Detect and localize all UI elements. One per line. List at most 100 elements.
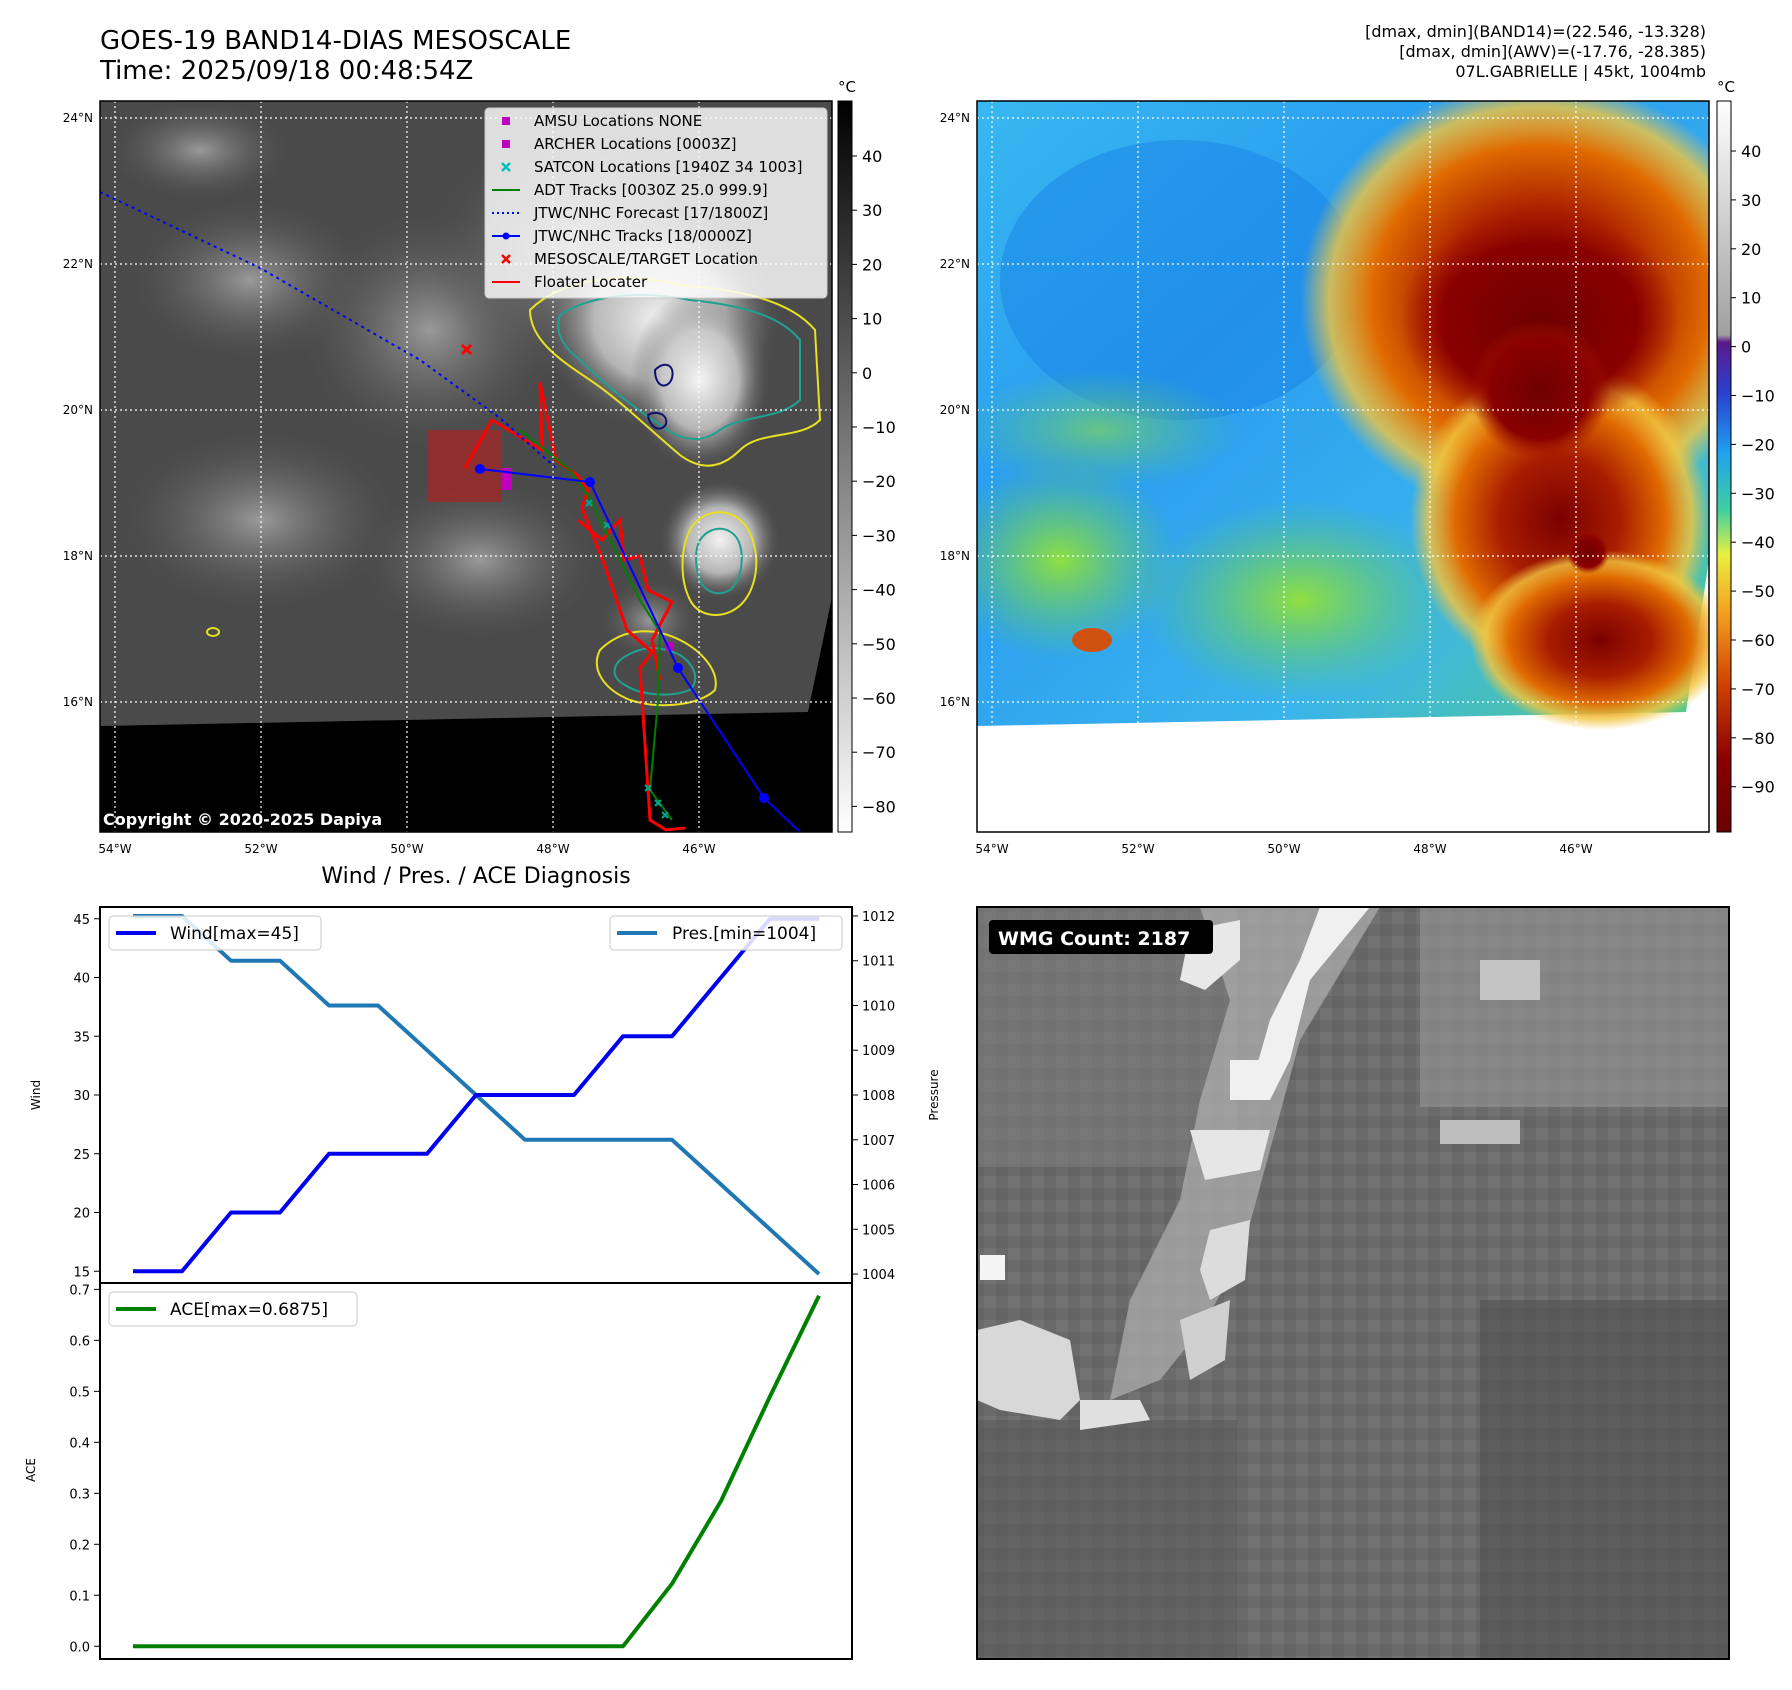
- ace-axis-tick: 0.5: [69, 1385, 90, 1400]
- ir-lat-label: 16°N: [63, 695, 93, 709]
- awv-colorbar-tick: −90: [1741, 778, 1775, 797]
- ir-lat-label: 18°N: [63, 549, 93, 563]
- ir-lat-label: 24°N: [63, 111, 93, 125]
- ir-legend-label: SATCON Locations [1940Z 34 1003]: [534, 158, 802, 176]
- ir-lat-labels: 24°N 22°N 20°N 18°N 16°N: [63, 111, 93, 709]
- diagnosis-title: Wind / Pres. / ACE Diagnosis: [321, 864, 631, 889]
- ace-axis-tick: 0.4: [69, 1436, 90, 1451]
- ace-axis-tick: 0.2: [69, 1538, 90, 1553]
- ir-colorbar-tick: 10: [862, 310, 882, 329]
- ir-legend-entry: JTWC/NHC Forecast [17/1800Z]: [492, 204, 768, 222]
- awv-lat-labels: 24°N 22°N 20°N 18°N 16°N: [940, 111, 970, 709]
- wmg-brightness-field: [977, 907, 1729, 1659]
- awv-lat-label: 22°N: [940, 257, 970, 271]
- ace-series-line: [133, 1294, 821, 1649]
- wmg-panel: WMG Count: 2187: [976, 906, 1730, 1660]
- ir-legend-label: AMSU Locations NONE: [534, 112, 702, 130]
- pressure-axis-label: Pressure: [927, 1069, 941, 1120]
- awv-colorbar-tick: 30: [1741, 191, 1761, 210]
- satcon-markers: [585, 499, 669, 819]
- ir-legend: AMSU Locations NONE ARCHER Locations [000…: [484, 107, 828, 299]
- awv-lon-label: 48°W: [1413, 842, 1446, 856]
- ir-legend-entry: Floater Locater: [492, 273, 648, 291]
- ace-chart: 0.0 0.1 0.2 0.3 0.4 0.5 0.6 0.7 ACE ACE[max=0.6…: [24, 1282, 853, 1660]
- line-dot-icon: [492, 232, 520, 240]
- awv-lon-labels: 54°W 52°W 50°W 48°W 46°W: [975, 842, 1592, 856]
- awv-map-panel: 24°N 22°N 20°N 18°N 16°N 54°W 52°W 50°W …: [940, 78, 1775, 856]
- awv-lat-label: 24°N: [940, 111, 970, 125]
- pressure-legend: Pres.[min=1004]: [609, 915, 843, 951]
- ir-legend-label: JTWC/NHC Forecast [17/1800Z]: [533, 204, 768, 222]
- wmg-count-label: WMG Count: 2187: [998, 928, 1190, 950]
- awv-lon-label: 46°W: [1559, 842, 1592, 856]
- ir-colorbar-tick: 20: [862, 255, 882, 274]
- pressure-axis-tick: 1005: [862, 1223, 895, 1238]
- ir-lat-label: 20°N: [63, 403, 93, 417]
- pressure-axis-tick: 1009: [862, 1044, 895, 1059]
- ir-legend-label: ADT Tracks [0030Z 25.0 999.9]: [534, 181, 768, 199]
- ir-legend-label: MESOSCALE/TARGET Location: [534, 250, 758, 268]
- wind-series-line: [133, 916, 819, 1274]
- x-marker-icon: [501, 162, 511, 172]
- ir-legend-label: Floater Locater: [534, 273, 648, 291]
- ir-legend-entry: JTWC/NHC Tracks [18/0000Z]: [492, 227, 752, 245]
- figure-stats: [dmax, dmin](BAND14)=(22.546, -13.328) […: [1365, 22, 1706, 82]
- figure-title: GOES-19 BAND14-DIAS MESOSCALE Time: 2025…: [100, 26, 571, 86]
- awv-colorbar-tick: 20: [1741, 240, 1761, 259]
- wind-axis-tick: 40: [73, 972, 90, 987]
- wind-pressure-chart: 15 20 25 30 35 40 45 1004 1005 1006 1007 1008 1009 1…: [29, 906, 941, 1284]
- wind-axis-tick: 20: [73, 1207, 90, 1222]
- wind-axis-tick: 35: [73, 1030, 90, 1045]
- ir-legend-label: JTWC/NHC Tracks [18/0000Z]: [533, 227, 752, 245]
- ir-colorbar-tick: −50: [862, 635, 896, 654]
- awv-colorbar-tick: −20: [1741, 435, 1775, 454]
- ace-axis-tick: 0.3: [69, 1487, 90, 1502]
- ace-legend: ACE[max=0.6875]: [108, 1291, 358, 1327]
- awv-moisture-field: [977, 101, 1709, 730]
- awv-colorbar-tick: 10: [1741, 289, 1761, 308]
- awv-lon-label: 52°W: [1121, 842, 1154, 856]
- pressure-axis-tick: 1008: [862, 1089, 895, 1104]
- awv-colorbar-tick: −60: [1741, 631, 1775, 650]
- square-marker-icon: [502, 117, 510, 125]
- ace-axis-tick: 0.7: [69, 1283, 90, 1298]
- ir-legend-entry: ADT Tracks [0030Z 25.0 999.9]: [492, 181, 768, 199]
- ir-legend-entry: ARCHER Locations [0003Z]: [502, 135, 737, 153]
- figure-title-time: Time: 2025/09/18 00:48:54Z: [100, 56, 474, 86]
- ace-axis-tick: 0.1: [69, 1589, 90, 1604]
- awv-colorbar-tick: −80: [1741, 729, 1775, 748]
- ir-legend-entry: SATCON Locations [1940Z 34 1003]: [501, 158, 802, 176]
- awv-colorbar-tick: −70: [1741, 680, 1775, 699]
- ir-colorbar-tick: 40: [862, 147, 882, 166]
- ir-lon-label: 48°W: [536, 842, 569, 856]
- pressure-axis-tick: 1007: [862, 1134, 895, 1149]
- adt-track: [519, 429, 673, 821]
- awv-lon-label: 50°W: [1267, 842, 1300, 856]
- wmg-count-badge: [989, 920, 1213, 954]
- awv-colorbar-tick: −50: [1741, 582, 1775, 601]
- ir-colorbar-tick: −40: [862, 581, 896, 600]
- figure-title-product: GOES-19 BAND14-DIAS MESOSCALE: [100, 26, 572, 56]
- ace-axis-tick: 0.6: [69, 1334, 90, 1349]
- stats-awv: [dmax, dmin](AWV)=(-17.76, -28.385): [1399, 42, 1706, 61]
- awv-lat-label: 16°N: [940, 695, 970, 709]
- mesoscale-target-marker: [460, 343, 473, 356]
- wind-legend-label: Wind[max=45]: [170, 924, 299, 944]
- awv-colorbar-tick: 0: [1741, 338, 1751, 357]
- awv-colorbar-tick: −30: [1741, 484, 1775, 503]
- pressure-axis-tick: 1011: [862, 955, 895, 970]
- pressure-axis-tick: 1006: [862, 1179, 895, 1194]
- square-marker-icon: [502, 140, 510, 148]
- ir-colorbar-tick: 0: [862, 364, 872, 383]
- ir-colorbar-tick: 30: [862, 201, 882, 220]
- ir-legend-label: ARCHER Locations [0003Z]: [534, 135, 737, 153]
- awv-lat-label: 20°N: [940, 403, 970, 417]
- ir-colorbar: °C 40 30 20 10 0 −10 −20 −30 −40 −50 −60 −70 −80: [837, 78, 896, 833]
- wind-axis-tick: 30: [73, 1089, 90, 1104]
- wind-axis-tick: 45: [73, 913, 90, 928]
- ir-colorbar-unit: °C: [838, 78, 856, 96]
- pressure-legend-label: Pres.[min=1004]: [672, 924, 816, 944]
- awv-lat-label: 18°N: [940, 549, 970, 563]
- ir-lon-label: 54°W: [98, 842, 131, 856]
- ir-colorbar-tick: −30: [862, 526, 896, 545]
